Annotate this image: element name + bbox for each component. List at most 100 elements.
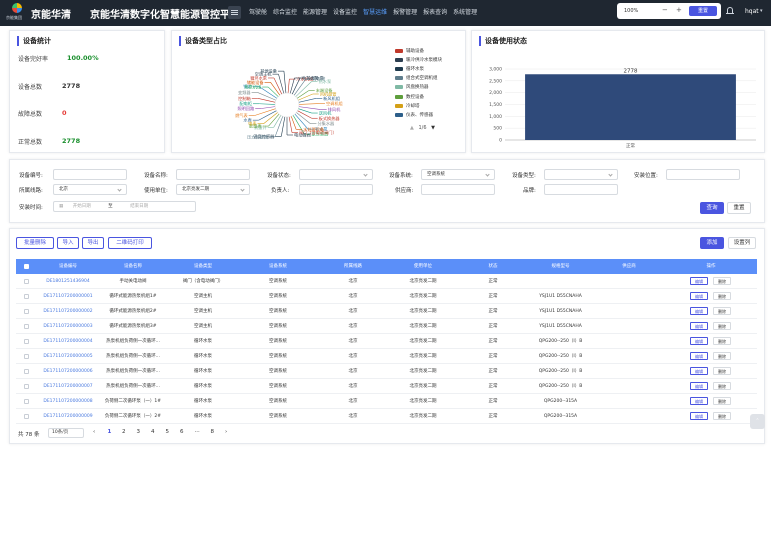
legend-next-icon[interactable]: ▼ bbox=[431, 125, 435, 131]
page-button[interactable]: 5 bbox=[165, 429, 170, 435]
edit-button[interactable]: 编辑 bbox=[690, 292, 708, 300]
row-checkbox[interactable] bbox=[24, 339, 29, 344]
table-row[interactable]: DE171107200000005 热泵机组负荷侧一次循环... 循环水泵 空调系统 北… bbox=[16, 349, 757, 364]
page-button[interactable]: 2 bbox=[122, 429, 126, 435]
menu-toggle-button[interactable] bbox=[228, 6, 241, 19]
table-row[interactable]: DE171107200000006 热泵机组负荷侧一次循环... 循环水泵 空调系统 北… bbox=[16, 364, 757, 379]
filter-status-select[interactable] bbox=[299, 169, 373, 180]
page-button[interactable]: 3 bbox=[136, 429, 141, 435]
filter-code-input[interactable] bbox=[53, 169, 127, 180]
legend-item[interactable]: 数控设备 bbox=[395, 92, 442, 101]
column-header[interactable]: 设备系统 bbox=[269, 264, 287, 269]
nav-item-1[interactable]: 综合监控 bbox=[273, 9, 298, 16]
company-logo[interactable]: 京能集团 bbox=[6, 3, 26, 23]
column-header[interactable]: 供应商 bbox=[622, 264, 636, 269]
cell-code[interactable]: DE171107200000005 bbox=[43, 354, 93, 359]
bell-icon[interactable] bbox=[726, 7, 734, 16]
cell-code[interactable]: DE171107200000001 bbox=[43, 294, 93, 299]
select-all-checkbox[interactable] bbox=[24, 264, 29, 269]
edit-button[interactable]: 编辑 bbox=[690, 352, 708, 360]
delete-button[interactable]: 删除 bbox=[713, 397, 731, 405]
qr-print-button[interactable]: 二维码打印 bbox=[108, 237, 152, 249]
nav-item-0[interactable]: 驾驶舱 bbox=[249, 9, 268, 16]
page-button[interactable]: 6 bbox=[180, 429, 184, 435]
edit-button[interactable]: 编辑 bbox=[690, 412, 708, 420]
column-header[interactable]: 所属线路 bbox=[344, 264, 362, 269]
user-name[interactable]: hqat bbox=[745, 8, 759, 15]
cell-code[interactable]: DE171107200000003 bbox=[43, 324, 93, 329]
filter-name-input[interactable] bbox=[176, 169, 250, 180]
delete-button[interactable]: 删除 bbox=[713, 337, 731, 345]
table-row[interactable]: DE171107200000009 负荷侧二次循环泵（一）2# 循环水泵 空调系统 北京… bbox=[16, 409, 757, 424]
add-button[interactable]: 添加 bbox=[700, 237, 724, 249]
delete-button[interactable]: 删除 bbox=[713, 292, 731, 300]
nav-item-6[interactable]: 报表查询 bbox=[423, 9, 448, 16]
row-checkbox[interactable] bbox=[24, 384, 29, 389]
legend-item[interactable]: 组合式空调机组 bbox=[395, 74, 442, 83]
legend-item[interactable]: 辅助设备 bbox=[395, 46, 442, 55]
table-row[interactable]: DE171107200000001 循环式能源热泵机组1# 空调主机 空调系统 北京 北京… bbox=[16, 289, 757, 304]
query-button[interactable]: 查询 bbox=[700, 202, 724, 214]
edit-button[interactable]: 编辑 bbox=[690, 397, 708, 405]
cell-code[interactable]: DE171107200000009 bbox=[43, 414, 93, 419]
page-button[interactable]: 4 bbox=[151, 429, 155, 435]
cell-code[interactable]: DE171107200000002 bbox=[43, 309, 93, 314]
delete-button[interactable]: 删除 bbox=[713, 367, 731, 375]
cell-code[interactable]: DE171107200000007 bbox=[43, 384, 93, 389]
page-size-select[interactable]: 10条/页 bbox=[48, 428, 84, 438]
edit-button[interactable]: 编辑 bbox=[690, 277, 708, 285]
row-checkbox[interactable] bbox=[24, 309, 29, 314]
row-checkbox[interactable] bbox=[24, 354, 29, 359]
filter-type-select[interactable] bbox=[544, 169, 618, 180]
nav-item-7[interactable]: 系统管理 bbox=[453, 9, 478, 16]
back-to-top-button[interactable]: ⌃ bbox=[750, 414, 765, 429]
delete-button[interactable]: 删除 bbox=[713, 382, 731, 390]
column-header[interactable]: 状态 bbox=[488, 264, 498, 269]
user-menu-chevron-icon[interactable]: ▾ bbox=[760, 8, 763, 14]
column-header[interactable]: 设备名称 bbox=[124, 264, 142, 269]
filter-reset-button[interactable]: 重置 bbox=[727, 202, 751, 214]
row-checkbox[interactable] bbox=[24, 279, 29, 284]
filter-system-select[interactable]: 空调系统 bbox=[421, 169, 495, 180]
legend-item[interactable]: 冷却塔 bbox=[395, 101, 442, 110]
filter-install-time-range[interactable]: ▦ 开始日期 至 结束日期 bbox=[53, 201, 196, 212]
nav-item-2[interactable]: 能源管理 bbox=[303, 9, 328, 16]
cell-code[interactable]: DE1801251436904 bbox=[46, 279, 90, 284]
legend-item[interactable]: 循环水泵 bbox=[395, 64, 442, 73]
zoom-reset-button[interactable]: 重置 bbox=[689, 6, 717, 16]
cell-code[interactable]: DE171107200000004 bbox=[43, 339, 93, 344]
zoom-in-button[interactable]: + bbox=[676, 6, 682, 14]
table-row[interactable]: DE1801251436904 手动关电动阀 阀门（含电动阀门） 空调系统 北京 北京亮发… bbox=[16, 274, 757, 289]
table-row[interactable]: DE171107200000003 循环式能源热泵机组3# 空调主机 空调系统 北京 北京… bbox=[16, 319, 757, 334]
edit-button[interactable]: 编辑 bbox=[690, 322, 708, 330]
legend-item[interactable]: 仪表、传感器 bbox=[395, 110, 442, 119]
column-header[interactable]: 设备类型 bbox=[194, 264, 212, 269]
cell-code[interactable]: DE171107200000006 bbox=[43, 369, 93, 374]
nav-item-5[interactable]: 报警管理 bbox=[393, 9, 418, 16]
row-checkbox[interactable] bbox=[24, 399, 29, 404]
row-checkbox[interactable] bbox=[24, 369, 29, 374]
legend-item[interactable]: 风盘换热器 bbox=[395, 83, 442, 92]
row-checkbox[interactable] bbox=[24, 294, 29, 299]
delete-button[interactable]: 删除 bbox=[713, 277, 731, 285]
delete-button[interactable]: 删除 bbox=[713, 412, 731, 420]
nav-item-3[interactable]: 设备监控 bbox=[333, 9, 358, 16]
import-button[interactable]: 导入 bbox=[57, 237, 79, 249]
delete-button[interactable]: 删除 bbox=[713, 307, 731, 315]
zoom-out-button[interactable]: − bbox=[662, 6, 668, 14]
edit-button[interactable]: 编辑 bbox=[690, 367, 708, 375]
page-button[interactable]: 1 bbox=[107, 429, 112, 435]
export-button[interactable]: 导出 bbox=[82, 237, 104, 249]
column-header[interactable]: 设备编号 bbox=[59, 264, 77, 269]
filter-brand-input[interactable] bbox=[544, 184, 618, 195]
prev-page-button[interactable]: ‹ bbox=[93, 429, 96, 435]
legend-item[interactable]: 暖冷供冷水泵模块 bbox=[395, 55, 442, 64]
legend-prev-icon[interactable]: ▲ bbox=[410, 125, 414, 131]
page-ellipsis[interactable]: ··· bbox=[194, 429, 200, 435]
table-row[interactable]: DE171107200000002 循环式能源热泵机组2# 空调主机 空调系统 北京 北京… bbox=[16, 304, 757, 319]
column-header[interactable]: 规格型号 bbox=[551, 264, 570, 269]
column-settings-button[interactable]: 设置列 bbox=[728, 237, 756, 249]
filter-owner-input[interactable] bbox=[299, 184, 373, 195]
column-header[interactable]: 操作 bbox=[706, 264, 716, 269]
edit-button[interactable]: 编辑 bbox=[690, 337, 708, 345]
